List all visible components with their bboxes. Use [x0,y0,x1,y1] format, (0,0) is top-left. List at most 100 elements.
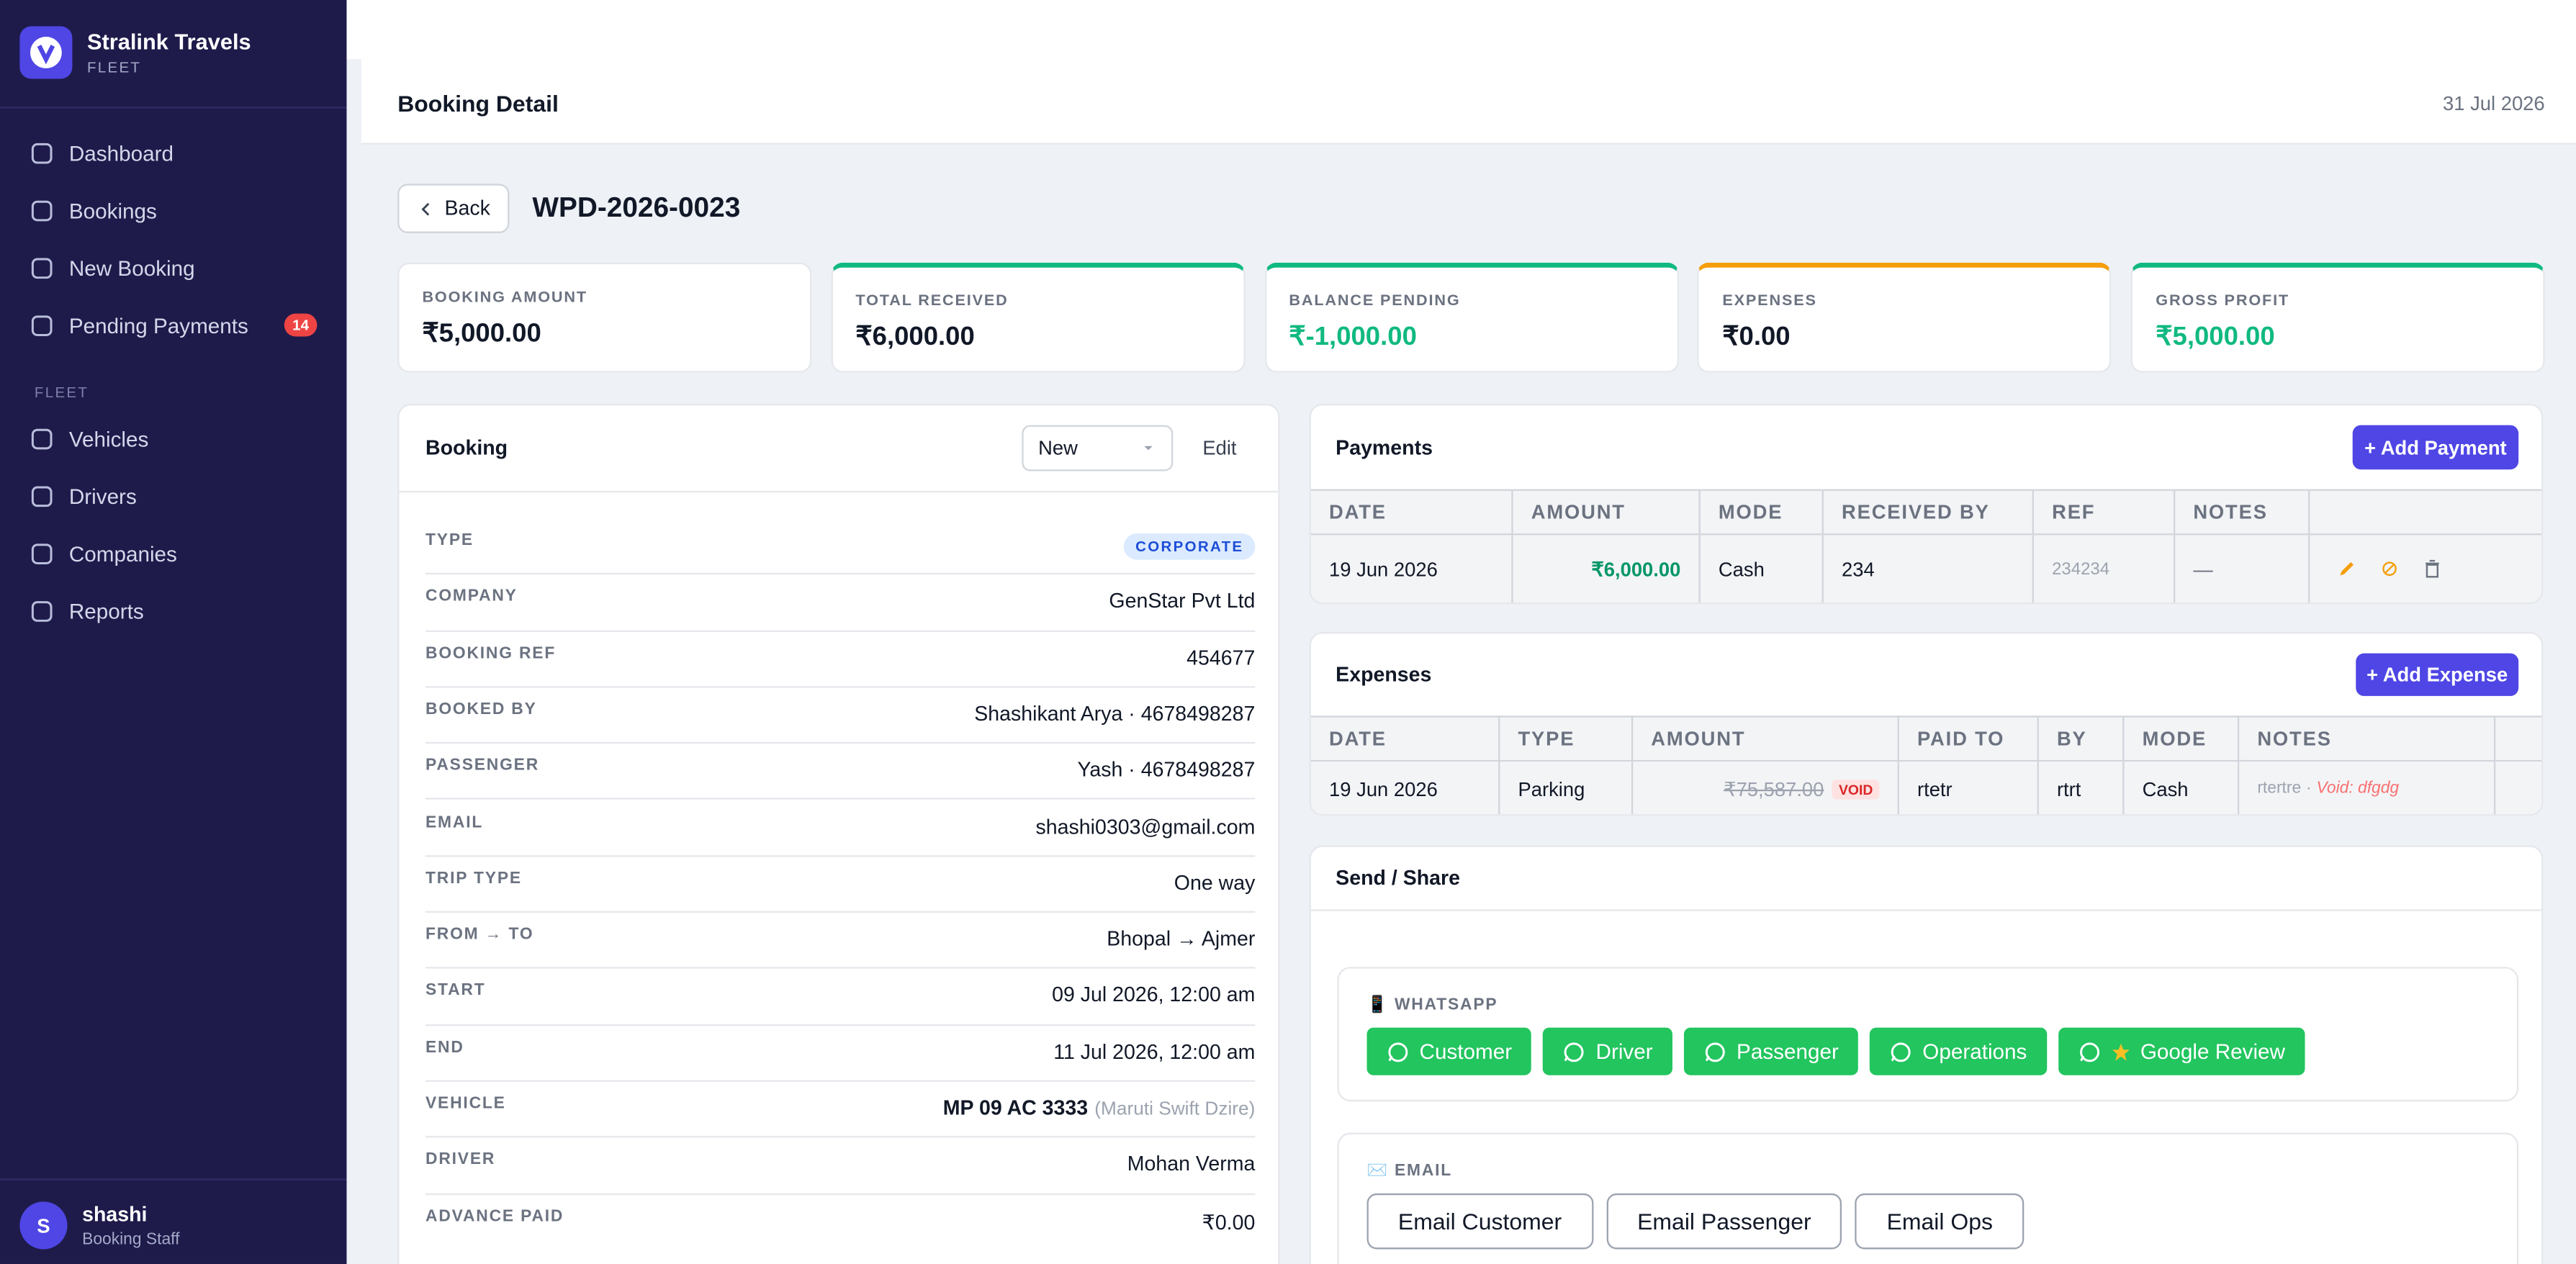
stat-label: EXPENSES [1722,292,1817,311]
nav-label: New Booking [68,255,195,280]
field-label: BOOKING REF [425,644,557,663]
column-title: AMOUNT [1651,727,1746,751]
value-text: One way [1174,871,1256,895]
whatsapp-button[interactable]: Passenger [1684,1027,1859,1075]
value-text: GenStar Pvt Ltd [1109,590,1256,613]
column-title: BY [2056,727,2087,751]
field-value: Yash · 4678498287 [1077,759,1255,782]
cell: 234 [1824,535,2034,602]
stat-card: BOOKING AMOUNT ₹5,000.00 [397,262,812,373]
email-button[interactable]: Email Ops [1855,1193,2025,1250]
booking-id: WPD-2026-0023 [532,191,741,224]
value-text: 11 Jul 2026, 12:00 am [1053,1040,1256,1064]
sidebar: Stralink Travels FLEET Dashboard Bookings Ne… [0,0,347,1264]
logo-mark [30,37,62,68]
nav-item[interactable]: Drivers [30,479,317,513]
void-note: Void: dfgdg [2316,780,2400,798]
field-label: PASSENGER [425,757,540,775]
header-cell: REF [2034,490,2176,534]
add-expense-button[interactable]: + Add Expense [2356,653,2519,696]
stat-value: ₹5,000.00 [422,320,541,348]
whatsapp-button[interactable]: Google Review [2058,1027,2305,1075]
back-button[interactable]: Back [397,184,510,233]
brand-sub: FLEET [86,59,142,76]
value-text: ₹0.00 [1202,1211,1256,1234]
value-text: shashi0303@gmail.com [1035,815,1256,839]
top-strip [346,0,2576,60]
value-text: Shashikant Arya · 4678498287 [974,702,1256,726]
field-value: shashi0303@gmail.com [1036,815,1256,838]
value-text: 09 Jul 2026, 12:00 am [1052,983,1256,1007]
cell-text: rtetr [1917,777,1953,800]
header-cell: PAID TO [1899,717,2039,760]
column-title: MODE [2142,727,2207,751]
email-buttons: Email Customer Email Passenger Email Ops [1366,1193,2037,1250]
nav-label: Vehicles [68,425,149,451]
nav-item[interactable]: New Booking [30,251,317,284]
button-label: Google Review [2140,1039,2285,1064]
field-label: FROM → TO [425,926,534,944]
email-button[interactable]: Email Passenger [1606,1193,1842,1250]
panel-title: Booking [425,436,508,460]
add-payment-button[interactable]: + Add Payment [2352,425,2519,470]
column-title: DATE [1329,500,1387,524]
email-button[interactable]: Email Customer [1366,1193,1593,1250]
button-label: Operations [1922,1039,2027,1064]
column-title: REF [2052,500,2096,524]
whatsapp-button[interactable]: Operations [1870,1027,2047,1075]
stat-value: ₹5,000.00 [2156,323,2275,352]
header-cell: MODE [2124,717,2240,760]
nav-item[interactable]: Pending Payments 14 [30,309,318,342]
field-row: BOOKING REF 454677 [425,631,1256,688]
void-icon [2382,561,2397,576]
nav-item[interactable]: Companies [30,537,317,570]
section-label: 📱 WHATSAPP [1366,996,1498,1015]
field-row: TYPE CORPORATE [425,519,1256,575]
cell: Cash [1701,535,1824,602]
whatsapp-button[interactable]: Driver [1543,1027,1673,1075]
field-value: MP 09 AC 3333 (Maruti Swift Dzire) [943,1096,1256,1119]
cell: ₹75,587.00 VOID [1633,762,1899,815]
field-label: COMPANY [425,588,518,607]
field-label: START [425,982,486,1001]
table-header: DATE TYPE AMOUNT PAID TO BY MODE NOTES [1310,715,2542,762]
header-cell [2495,718,2541,760]
nav-item[interactable]: Bookings [30,194,317,227]
nav-item[interactable]: Dashboard [30,136,317,169]
stat-label: BALANCE PENDING [1289,292,1461,311]
whatsapp-button[interactable]: Customer [1366,1027,1532,1075]
header-cell: AMOUNT [1633,717,1899,760]
stat-card: EXPENSES ₹0.00 [1698,262,2112,373]
voided-amount: ₹75,587.00 [1724,777,1824,800]
column-title: TYPE [1518,727,1575,751]
value-note: (Maruti Swift Dzire) [1094,1099,1256,1120]
payment-row: 19 Jun 2026 ₹6,000.00 Cash 234 234234— [1310,535,2542,602]
field-row: EMAIL shashi0303@gmail.com [425,800,1256,857]
field-row: COMPANY GenStar Pvt Ltd [425,575,1256,632]
cell: rtetr [1899,762,2039,815]
nav-item[interactable]: Vehicles [30,422,317,455]
panel-title: Send / Share [1336,867,1461,890]
field-value: 11 Jul 2026, 12:00 am [1053,1040,1255,1063]
share-panel: Send / Share 📱 WHATSAPP Customer Driver Pass… [1309,845,2544,1264]
stat-value: ₹0.00 [1722,323,1791,352]
whatsapp-buttons: Customer Driver Passenger Operations Google … [1366,1027,2317,1075]
field-label: TYPE [425,531,474,550]
nav-item[interactable]: Reports [30,595,317,628]
status-select[interactable]: New [1022,425,1174,471]
nav-section: FLEET [34,384,89,401]
field-row: BOOKED BY Shashikant Arya · 4678498287 [425,687,1256,744]
divider [399,490,1279,493]
edit-button[interactable]: Edit [1202,436,1237,460]
table-header: DATE AMOUNT MODE RECEIVED BY REF NOTES [1310,489,2542,536]
booking-panel: Booking New Edit TYPE CORPORATE COMPANY GenSta… [397,404,1280,1264]
field-value: CORPORATE [1124,533,1256,560]
expenses-panel: Expenses + Add Expense DATE TYPE AMOUNT PAID … [1309,631,2544,816]
column-title: AMOUNT [1531,500,1626,524]
field-value: 09 Jul 2026, 12:00 am [1052,984,1255,1007]
value-text: MP 09 AC 3333 [942,1096,1089,1120]
button-label: Passenger [1737,1039,1839,1064]
void-badge: VOID [1832,779,1880,799]
section-label: ✉️ EMAIL [1366,1162,1453,1181]
